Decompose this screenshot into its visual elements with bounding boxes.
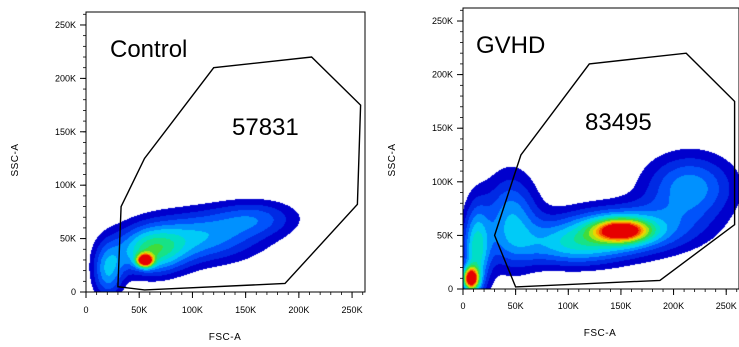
plot-border (85, 11, 366, 293)
density-image (463, 8, 739, 289)
y-tick-label: 150K (432, 123, 453, 133)
y-tick-label: 100K (55, 180, 76, 190)
y-tick-label: 200K (55, 73, 76, 83)
x-tick-label: 200K (288, 305, 309, 315)
x-tick-label: 100K (558, 301, 579, 311)
y-tick-label: 50K (437, 230, 453, 240)
gate-polygon[interactable] (493, 52, 736, 288)
plot-border (462, 7, 739, 290)
x-tick-label: 0 (83, 305, 88, 315)
x-axis: 0 50K 100K 150K 200K 250K (83, 292, 364, 315)
plot-frame (462, 7, 739, 290)
sample-label: GVHD (476, 32, 545, 59)
x-tick-label: 150K (235, 305, 256, 315)
x-tick-label: 100K (182, 305, 203, 315)
sample-label: Control (110, 36, 187, 63)
x-tick-label: 250K (716, 301, 737, 311)
x-axis-title: FSC-A (209, 332, 242, 343)
x-axis: 0 50K 100K 150K 200K 250K (460, 289, 738, 311)
y-tick-label: 50K (60, 234, 76, 244)
y-tick-label: 200K (432, 70, 453, 80)
y-axis: 0 50K 100K 150K 200K 250K (55, 13, 86, 297)
x-tick-label: 150K (610, 301, 631, 311)
y-tick-label: 150K (55, 127, 76, 137)
density-image (86, 12, 365, 292)
gate-polygon[interactable] (117, 56, 362, 291)
x-axis-title: FSC-A (584, 328, 617, 339)
gate-count: 57831 (232, 114, 299, 141)
y-tick-label: 250K (432, 16, 453, 26)
y-tick-label: 0 (71, 287, 76, 297)
y-tick-label: 0 (448, 284, 453, 294)
y-axis-title: SSC-A (387, 143, 398, 176)
y-tick-label: 250K (55, 20, 76, 30)
y-tick-label: 100K (432, 177, 453, 187)
x-tick-label: 50K (131, 305, 147, 315)
plot-frame (85, 11, 366, 293)
x-tick-label: 0 (460, 301, 465, 311)
gate-count: 83495 (585, 109, 652, 136)
x-tick-label: 250K (342, 305, 363, 315)
plot-panel-gvhd: GVHD 83495 0 50K 100K 150K 200K 250K 0 50K 100K… (387, 7, 739, 339)
y-axis: 0 50K 100K 150K 200K 250K (432, 9, 463, 294)
plot-panel-control: Control 57831 0 50K 100K 150K 200K 250K 0 50K 1… (10, 11, 366, 343)
x-tick-label: 50K (508, 301, 524, 311)
y-axis-title: SSC-A (10, 143, 21, 176)
x-tick-label: 200K (663, 301, 684, 311)
